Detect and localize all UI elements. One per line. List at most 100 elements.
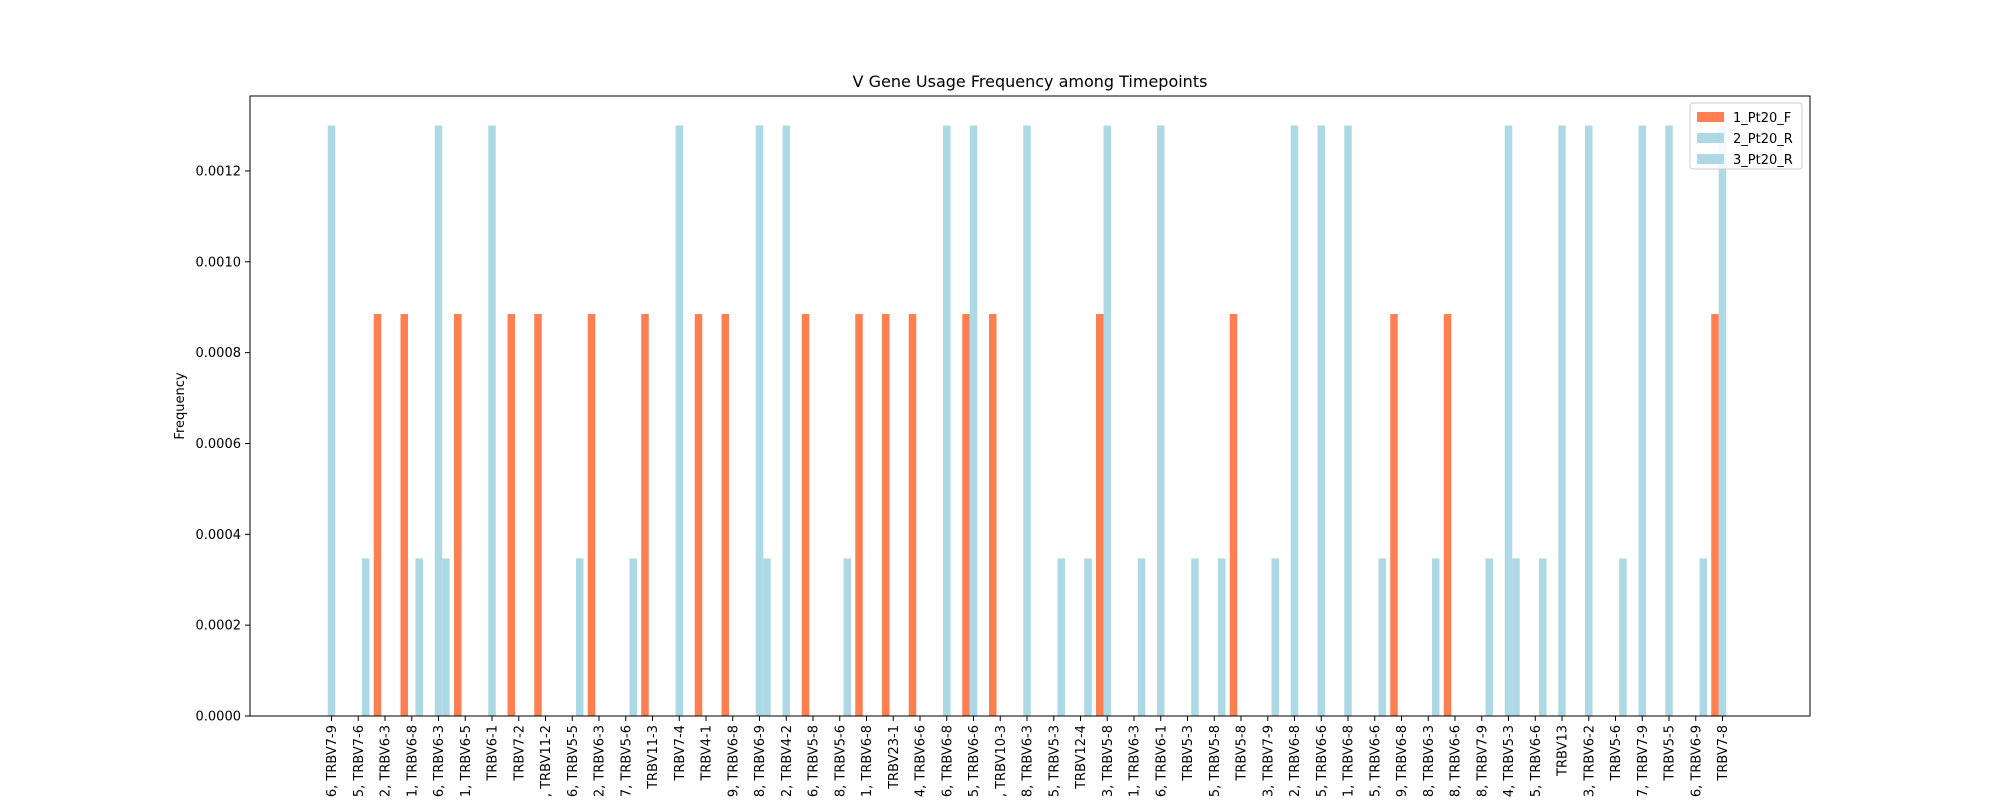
x-tick-label: TRBV11-3	[646, 725, 661, 790]
x-tick-label: 8, TRBV7-9	[1475, 725, 1490, 797]
y-tick-label: 0.0006	[196, 437, 242, 452]
x-tick-label: TRBV12-4	[1074, 725, 1089, 790]
bar-1-3	[373, 314, 382, 716]
x-tick-label: 6, TRBV6-1	[1154, 725, 1169, 797]
bar-2-25	[969, 125, 978, 716]
x-tick-label: 2, TRBV6-8	[1288, 725, 1303, 797]
y-tick-label: 0.0004	[196, 528, 242, 543]
x-tick-label: TRBV4-1	[700, 725, 715, 782]
bar-3-10	[576, 558, 584, 716]
bar-2-14	[675, 125, 683, 716]
bar-3-2	[362, 558, 370, 716]
legend-swatch	[1697, 112, 1724, 122]
bar-1-25	[962, 314, 970, 716]
x-tick-label: TRBV7-2	[512, 725, 527, 782]
bar-3-17	[763, 558, 771, 716]
x-tick-label: 5, TRBV7-6	[352, 725, 367, 797]
x-tick-label: 5, TRBV6-6	[967, 725, 982, 797]
legend-label: 1_Pt20_F	[1733, 111, 1791, 126]
bar-1-13	[641, 314, 649, 716]
x-tick-label: TRBV7-4	[673, 725, 688, 782]
bar-1-4	[400, 314, 408, 716]
x-tick-label: 4, TRBV5-3	[1502, 725, 1517, 797]
x-tick-label: TRBV5-3	[1181, 725, 1196, 782]
x-tick-label: 8, TRBV6-9	[753, 725, 768, 797]
x-tick-label: 1, TRBV6-8	[1342, 725, 1357, 797]
x-tick-label: 1, TRBV6-5	[459, 725, 474, 797]
x-tick-label: TRBV5-8	[1235, 725, 1250, 782]
x-tick-label: TRBV7-8	[1716, 725, 1731, 782]
bar-1-15	[694, 314, 703, 716]
bar-3-42	[1432, 558, 1440, 716]
x-tick-label: 5, TRBV5-3	[1047, 725, 1062, 797]
x-tick-label: 3, TRBV5-8	[1101, 725, 1116, 797]
y-tick-label: 0.0000	[196, 710, 242, 725]
bar-2-37	[1290, 125, 1299, 716]
bar-2-30	[1103, 125, 1111, 716]
x-tick-label: 2, TRBV6-3	[593, 725, 608, 797]
x-tick-label: 7, TRBV5-6	[619, 725, 634, 797]
x-tick-label: 1, TRBV6-8	[860, 725, 875, 797]
legend-swatch	[1697, 133, 1724, 143]
x-tick-label: 8, TRBV6-3	[1422, 725, 1437, 797]
x-tick-label: 3, TRBV7-9	[1261, 725, 1276, 797]
x-tick-label: 2, TRBV6-3	[379, 725, 394, 797]
legend-swatch	[1697, 154, 1724, 164]
bar-2-1	[327, 125, 336, 716]
y-tick-label: 0.0010	[196, 255, 242, 270]
chart-title: V Gene Usage Frequency among Timepoints	[853, 72, 1208, 91]
x-tick-label: TRBV5-6	[1609, 725, 1624, 782]
x-tick-label: 2, TRBV4-2	[780, 725, 795, 797]
x-tick-label: 6, TRBV6-8	[940, 725, 955, 797]
x-tick-label: 8, TRBV5-6	[833, 725, 848, 797]
bar-3-4	[415, 558, 423, 716]
bar-1-22	[882, 314, 890, 716]
bar-1-43	[1443, 314, 1452, 716]
x-tick-label: TRBV5-5	[1663, 725, 1678, 782]
x-tick-label: 9, TRBV6-8	[726, 725, 741, 797]
bar-1-35	[1229, 314, 1238, 716]
bar-1-11	[587, 314, 596, 716]
bar-1-23	[908, 314, 917, 716]
bar-1-8	[507, 314, 515, 716]
x-tick-label: , TRBV11-2	[539, 725, 554, 797]
x-tick-label: 7, TRBV7-9	[1636, 725, 1651, 797]
legend-label: 2_Pt20_R	[1733, 132, 1793, 147]
x-tick-label: 6, TRBV5-8	[807, 725, 822, 797]
bar-1-53	[1711, 314, 1719, 716]
x-tick-label: 5, TRBV6-6	[1368, 725, 1383, 797]
legend: 1_Pt20_F 2_Pt20_R 3_Pt20_R	[1689, 102, 1803, 170]
legend-label: 3_Pt20_R	[1733, 153, 1793, 168]
y-tick-label: 0.0012	[196, 164, 242, 179]
y-axis: 0.0000 0.0002 0.0004 0.0006 0.0008 0.0010 0.00…	[196, 164, 250, 725]
bar-2-53	[1718, 125, 1727, 716]
bar-3-49	[1619, 558, 1627, 716]
x-tick-label: TRBV23-1	[887, 725, 902, 790]
bar-2-38	[1317, 125, 1325, 716]
x-axis: 6, TRBV7-9 5, TRBV7-6 2, TRBV6-3 1, TRBV6-8…	[325, 716, 1731, 797]
bar-2-48	[1585, 125, 1593, 716]
bar-2-18	[782, 125, 790, 716]
bar-2-50	[1638, 125, 1646, 716]
bar-2-32	[1157, 125, 1165, 716]
x-tick-label: 8, TRBV6-3	[1021, 725, 1036, 797]
x-tick-label: 3, TRBV6-2	[1582, 725, 1597, 797]
x-tick-label: 8, TRBV6-6	[1449, 725, 1464, 797]
bar-1-9	[534, 314, 542, 716]
bar-1-16	[721, 314, 729, 716]
bar-3-12	[629, 558, 637, 716]
x-tick-label: 5, TRBV5-8	[1208, 725, 1223, 797]
bar-3-45	[1512, 558, 1520, 716]
bar-3-40	[1378, 558, 1386, 716]
bar-1-21	[855, 314, 863, 716]
x-tick-label: , TRBV10-3	[994, 725, 1009, 797]
bar-3-52	[1699, 558, 1707, 716]
bar-1-6	[454, 314, 462, 716]
bar-2-27	[1023, 125, 1031, 716]
bar-2-17	[755, 125, 764, 716]
bar-3-28	[1057, 558, 1065, 716]
x-tick-label: 4, TRBV6-6	[914, 725, 929, 797]
x-tick-label: 6, TRBV5-5	[566, 725, 581, 797]
bars-layer	[327, 125, 1727, 716]
